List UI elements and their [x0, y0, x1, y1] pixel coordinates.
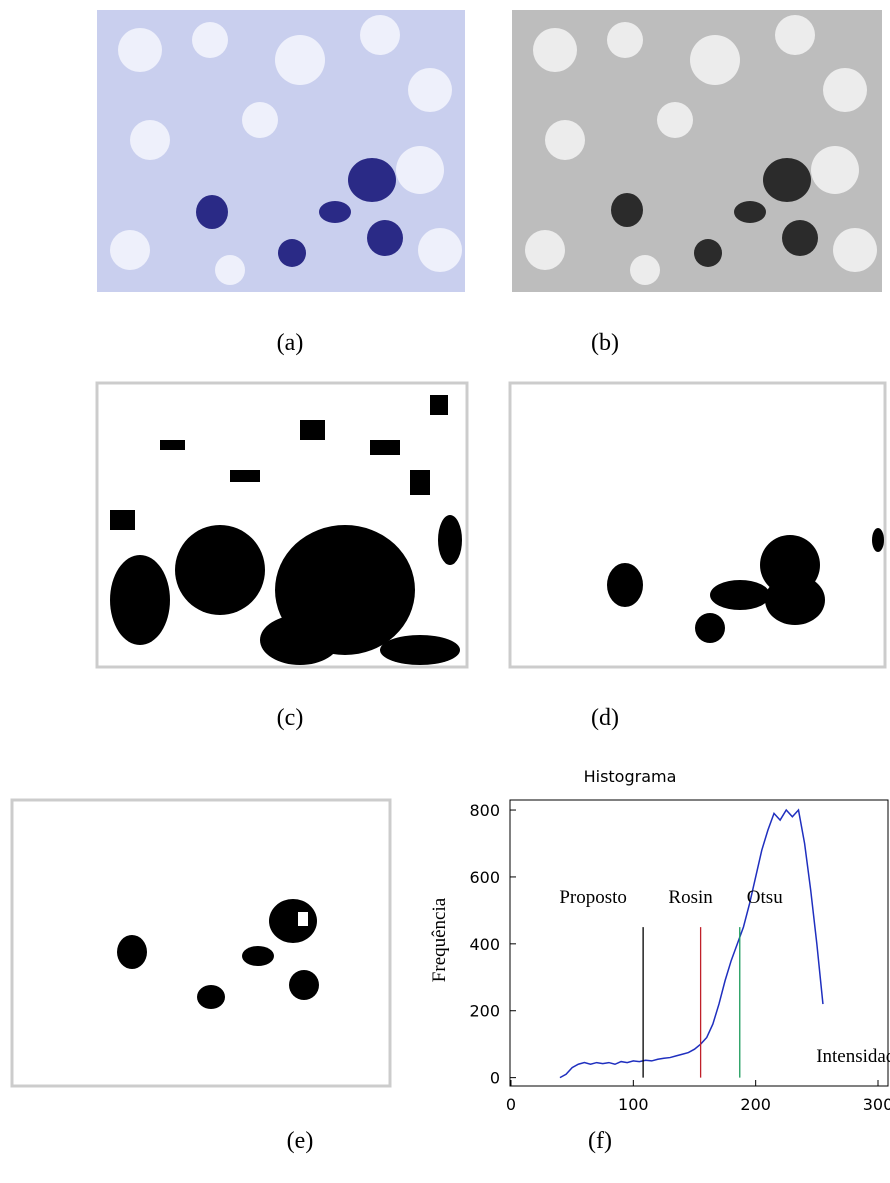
image-d: [508, 381, 887, 669]
threshold-label: Proposto: [559, 887, 627, 908]
panel-label: (c): [277, 705, 304, 731]
panel-label: (b): [591, 330, 619, 356]
image-a: [97, 10, 465, 292]
y-axis-label: Frequência: [429, 897, 450, 982]
x-axis-label: Intensidade: [816, 1046, 890, 1067]
y-tick-label: 400: [469, 935, 500, 954]
y-tick-label: 200: [469, 1002, 500, 1021]
x-tick-label: 100: [618, 1095, 649, 1114]
image-e: [10, 798, 392, 1088]
y-tick-label: 0: [490, 1069, 500, 1088]
panel-label: (e): [287, 1128, 314, 1154]
threshold-label: Otsu: [747, 887, 783, 908]
panel-label: (f): [588, 1128, 612, 1154]
y-tick-label: 600: [469, 868, 500, 887]
plot-frame: [509, 799, 889, 1087]
threshold-label: Rosin: [668, 887, 713, 908]
chart-title: Histograma: [584, 767, 677, 786]
x-tick-label: 0: [506, 1095, 516, 1114]
panel-label: (d): [591, 705, 619, 731]
y-tick-label: 800: [469, 801, 500, 820]
x-tick-label: 300: [863, 1095, 890, 1114]
image-c: [95, 381, 469, 669]
x-tick-label: 200: [740, 1095, 771, 1114]
histogram-line: [559, 808, 824, 1079]
image-b: [512, 10, 882, 292]
panel-label: (a): [277, 330, 304, 356]
